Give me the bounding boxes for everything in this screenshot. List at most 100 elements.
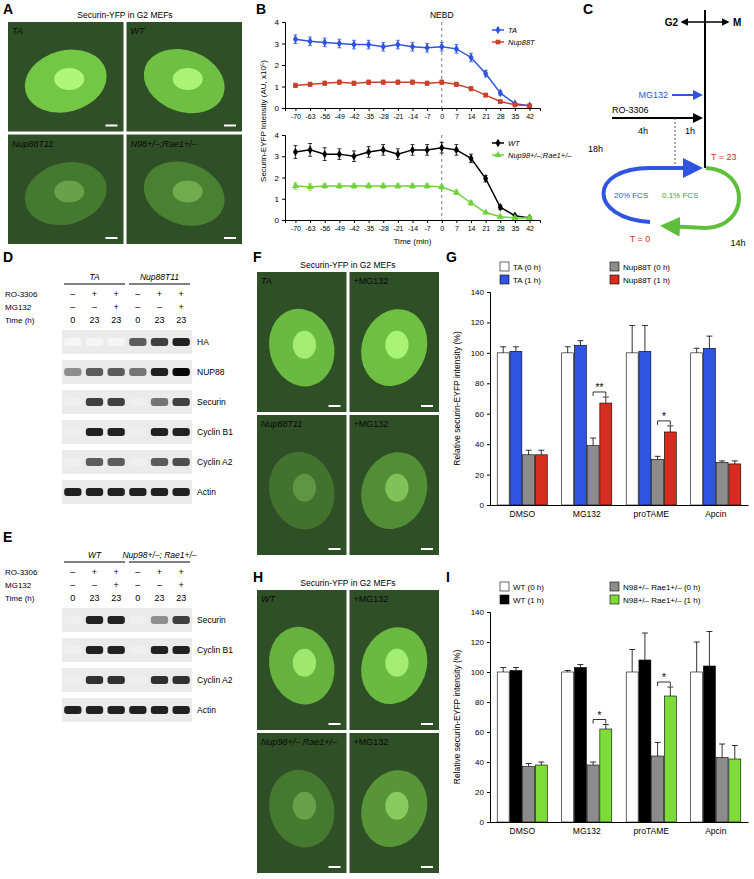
marker [395,150,400,159]
image-label: +MG132 [354,737,389,747]
panel-letter: D [3,249,13,265]
band [64,646,81,654]
tick-mark [310,108,311,111]
label: T = 0 [630,234,651,244]
error-bar [425,145,429,156]
marker [454,45,459,54]
tick-mark [487,322,490,323]
error-bar [538,762,544,765]
condition-value: 23 [111,593,121,603]
tick-label: 100 [471,349,485,358]
tick-label: -49 [335,113,345,120]
tick: 60 [475,410,490,419]
image-label: Nup88T11 [261,419,302,429]
band [129,488,146,496]
legend-swatch [610,595,619,604]
axis-line [282,136,286,221]
band [64,676,81,684]
x-axis: DMSOMG132proTAMEApcin [491,506,749,520]
band [151,488,168,496]
tick-mark [282,135,285,136]
tick-label: 28 [497,113,505,120]
tick-label: 0 [480,818,485,827]
band [108,616,125,624]
tick: -28 [379,220,389,232]
tick: DMSO [510,509,536,519]
bar [626,353,638,505]
image-label: +MG132 [354,276,389,286]
tick-label: Apcin [705,509,727,519]
tick-mark [398,108,399,111]
marker [308,82,313,87]
bar [510,671,522,823]
tick-label: 28 [497,225,505,232]
condition-value: – [92,302,97,312]
micrograph [350,272,440,412]
legend-label: WT (0 h) [513,583,544,592]
tick-label: 100 [471,668,485,677]
error-bar [454,82,458,86]
tick: 35 [512,220,520,232]
legend-entry: N98+/– Rae1+/– (1 h) [610,595,701,605]
tick-label: Apcin [705,826,727,836]
label: 20% FCS [614,191,648,200]
band [151,398,168,406]
band-label: Securin [197,615,226,625]
error-bar [590,438,596,446]
tick-label: -7 [425,113,431,120]
tick-label: 20 [475,471,484,480]
band [151,646,168,654]
band [173,458,190,466]
error-bar [577,341,583,346]
tick: -49 [335,108,345,120]
error-bar [500,668,506,673]
condition-value: 0 [70,315,75,325]
error-bar [513,347,519,352]
marker [469,86,474,91]
western-blot: TANup88T11RO-3306–++–++MG132––+––+Time (… [5,272,233,504]
scale-bar [421,548,433,550]
marker [483,174,488,183]
label: 18h [588,144,603,154]
condition-value: + [114,302,119,312]
tick: 2 [275,61,285,70]
tick-label: proTAME [634,509,670,519]
tick-label: -56 [320,225,330,232]
tick-label: 35 [512,113,520,120]
marker [497,213,504,219]
condition-value: 23 [89,315,99,325]
panel-letter: F [253,249,262,265]
tick: 28 [497,108,505,120]
tick-label: 14 [468,113,476,120]
tick: 3 [275,152,285,161]
marker [381,80,386,85]
tick: 80 [475,698,490,707]
marker [512,99,517,108]
tick-mark [487,612,490,613]
micrograph-panel: Securin-YFP in G2 MEFsTAWTNup88T11N98+/–… [8,10,242,244]
marker [308,37,313,46]
error-bar [526,764,532,767]
cell [351,300,438,396]
scale-bar [329,405,341,407]
legend-swatch [500,595,509,604]
marker [498,99,503,104]
error-bar [603,725,609,730]
legend-entry: WT (1 h) [500,595,544,605]
tick: 20 [475,788,490,797]
tick: -70 [291,220,301,232]
group-label: Nup88T11 [140,272,179,282]
tick: 40 [475,758,490,767]
marker [425,43,430,52]
condition-value: 23 [176,315,186,325]
image-label: TA [12,26,23,36]
tick: -21 [393,220,403,232]
tick-mark [383,220,384,223]
error-bar [323,148,327,161]
band [129,338,146,346]
label: 4h [638,126,648,136]
error-bar [308,144,312,157]
marker [482,208,489,214]
tick-label: 1 [275,195,280,204]
panel-letter: A [3,1,13,17]
